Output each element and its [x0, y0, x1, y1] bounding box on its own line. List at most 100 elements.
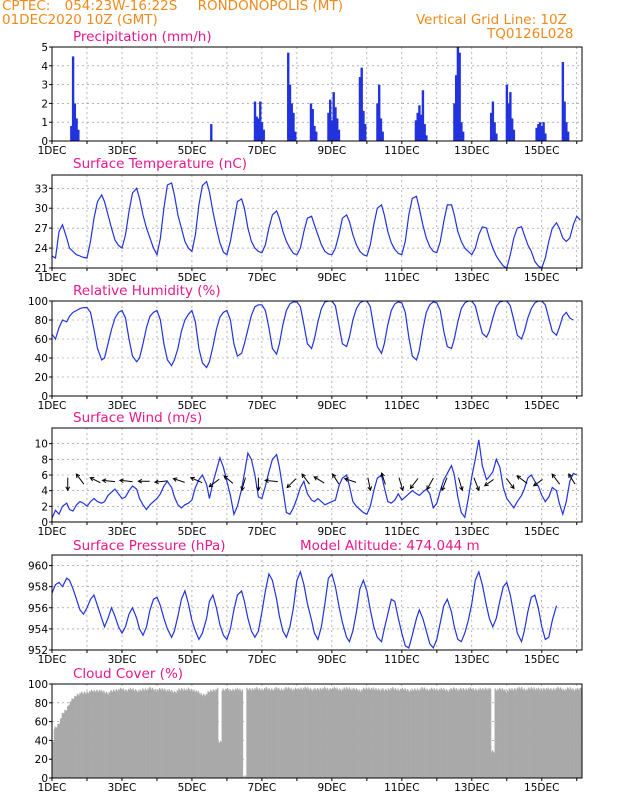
cloud-bar: [241, 689, 244, 778]
cloud-bar: [287, 687, 290, 778]
cloud-bar: [112, 691, 114, 778]
cloud-bar: [385, 688, 387, 778]
x-tick-label: 13DEC: [454, 400, 489, 412]
cloud-bar: [415, 690, 418, 778]
y-tick-label: 20: [35, 754, 48, 766]
precip-bar: [505, 84, 509, 141]
cloud-bar: [445, 691, 447, 778]
cloud-bar: [359, 690, 361, 778]
cloud-bar: [193, 689, 195, 778]
cloud-bar: [370, 688, 373, 778]
cloud-bar: [199, 694, 201, 778]
cloud-bar: [146, 690, 148, 778]
cloud-bar: [494, 688, 496, 778]
y-tick-label: 954: [28, 624, 48, 636]
precip-bar: [460, 122, 463, 141]
cloud-bar: [152, 689, 154, 778]
cloud-bar: [456, 689, 458, 778]
precip-bar: [491, 101, 495, 141]
cloud-bar: [58, 724, 60, 778]
cloud-bar: [137, 690, 139, 778]
cloud-bar: [291, 689, 293, 778]
wind-arrow-head: [516, 475, 522, 480]
cloud-bar: [475, 688, 477, 778]
grid-line-label: Vertical Grid Line: 10Z: [416, 12, 567, 28]
cloud-bar: [89, 690, 91, 778]
cloud-bar: [338, 690, 340, 778]
cloud-bar: [452, 690, 454, 778]
x-tick-label: 7DEC: [248, 272, 277, 284]
cloud-bar: [448, 689, 450, 778]
cloud-bar: [171, 689, 173, 778]
cloud-bar: [64, 709, 66, 778]
cloud-bar: [400, 688, 402, 778]
cloud-bar: [467, 690, 469, 778]
precip-bar: [510, 118, 514, 141]
cloud-bar: [458, 688, 460, 778]
wind-arrow-head: [208, 482, 214, 488]
cloud-bar: [327, 689, 329, 778]
cloud-bar: [129, 687, 131, 778]
cloud-bar: [443, 688, 445, 778]
precip-bar: [315, 131, 318, 141]
cloud-bar: [106, 693, 108, 778]
cloud-bar: [202, 696, 204, 778]
wind-arrow: [286, 478, 297, 488]
cloud-bar: [529, 688, 531, 778]
cloud-bar: [246, 687, 248, 778]
cloud-bar: [435, 690, 437, 778]
cloud-bar: [252, 689, 254, 778]
cloud-bar: [325, 689, 328, 778]
cloud-bar: [242, 776, 244, 778]
cloud-bar: [403, 690, 405, 778]
y-tick-label: 24: [35, 243, 49, 255]
cloud-bar: [537, 687, 540, 778]
cloud-bar: [528, 687, 530, 778]
cloud-bar: [459, 690, 461, 778]
cloud-bar: [284, 689, 286, 778]
cloud-bar: [389, 690, 391, 778]
cloud-bar: [549, 690, 551, 778]
cloud-bar: [407, 689, 409, 778]
y-tick-label: 5: [41, 42, 48, 54]
cloud-bar: [67, 705, 70, 778]
precip-bar: [537, 124, 540, 141]
cloud-bar: [398, 689, 400, 778]
precip-bar: [376, 103, 379, 141]
cloud-bar: [184, 689, 186, 778]
cloud-bar: [529, 689, 532, 778]
cloud-bar: [288, 688, 290, 778]
cloud-bar: [369, 688, 371, 778]
wind-arrow: [102, 479, 116, 483]
cloud-bar: [335, 689, 337, 778]
wind-arrow-head: [301, 473, 306, 479]
precip-bar: [489, 112, 493, 141]
precip-bar: [287, 52, 290, 141]
precip-bar: [418, 105, 421, 141]
cloud-bar: [57, 723, 59, 778]
precip-bar: [379, 118, 383, 141]
cloud-bar: [295, 689, 297, 778]
panel-title: Surface Temperature (nC): [73, 156, 247, 172]
cloud-bar: [203, 694, 206, 778]
cloud-bar: [323, 689, 325, 778]
cloud-bar: [188, 689, 191, 778]
cloud-bar: [236, 687, 238, 778]
cloud-bar: [110, 690, 112, 778]
y-tick-label: 30: [35, 203, 48, 215]
cloud-bar: [483, 689, 485, 778]
cloud-bar: [362, 687, 365, 778]
cloud-bar: [466, 689, 468, 778]
cloud-bar: [354, 689, 356, 778]
cloud-bar: [142, 689, 145, 778]
precip-bar: [70, 125, 73, 141]
cloud-bar: [100, 689, 102, 778]
cloud-bar: [200, 692, 202, 778]
cloud-bar: [158, 690, 160, 778]
cloud-bar: [483, 690, 486, 778]
cloud-bar: [172, 691, 174, 778]
cloud-bar: [271, 688, 273, 778]
x-tick-label: 1DEC: [38, 272, 67, 284]
cloud-bar: [376, 689, 378, 778]
